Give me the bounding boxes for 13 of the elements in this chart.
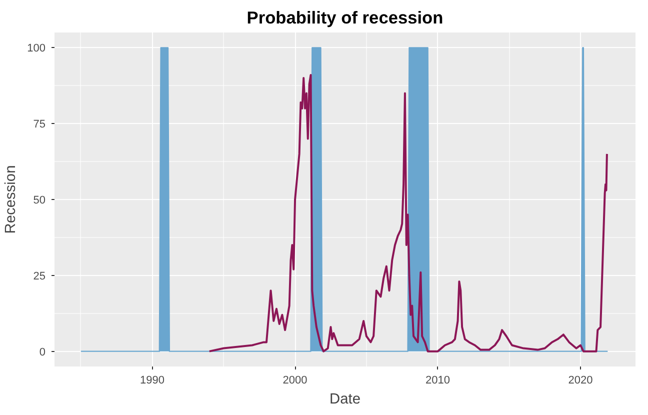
x-axis-title: Date	[330, 392, 360, 408]
y-tick-label: 0	[39, 346, 46, 358]
chart-title: Probability of recession	[246, 8, 444, 28]
x-tick-label: 2020	[568, 374, 593, 386]
y-axis-title: Recession	[3, 165, 20, 234]
y-tick-label: 50	[33, 194, 46, 206]
x-tick-label: 1990	[140, 374, 165, 386]
line-series	[208, 74, 608, 352]
x-tick-label: 2010	[426, 374, 450, 386]
y-tick-label: 100	[27, 42, 46, 55]
y-tick-label: 75	[33, 118, 46, 131]
x-tick-label: 2000	[282, 374, 308, 386]
y-tick-label: 25	[33, 270, 46, 282]
